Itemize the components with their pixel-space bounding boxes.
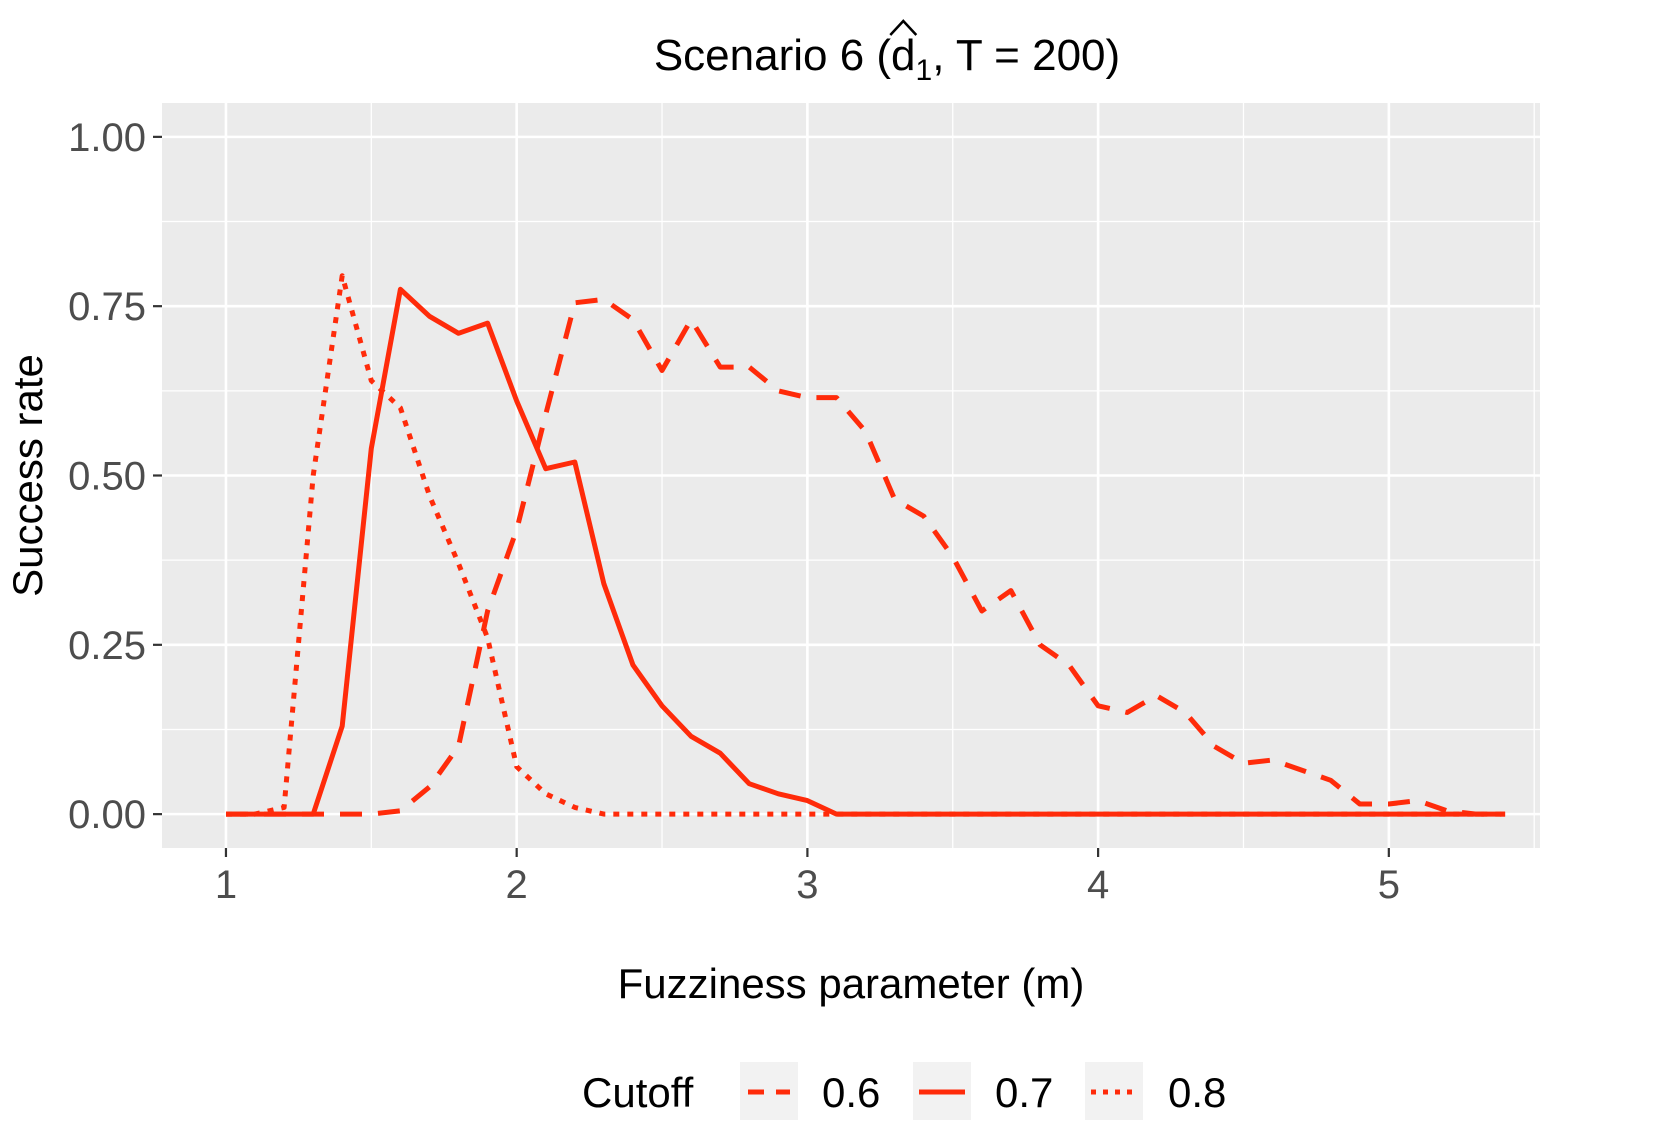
series-line-0-8	[226, 273, 1506, 817]
title-hat-mark	[889, 19, 918, 36]
title-prefix: Scenario 6 (	[654, 31, 892, 80]
series-line-0-6	[226, 296, 1506, 817]
title-subscript: 1	[916, 54, 933, 87]
x-tick-label: 1	[215, 863, 237, 907]
y-tick-label: 0.00	[68, 793, 146, 837]
y-axis-title: Success rate	[4, 354, 51, 597]
legend-label-0-7: 0.7	[995, 1069, 1053, 1116]
y-tick-label: 0.75	[68, 285, 146, 329]
chart-title: Scenario 6 (d1, T = 200)	[654, 31, 1120, 87]
y-axis: 0.00 0.25 0.50 0.75 1.00	[68, 116, 162, 837]
x-tick-label: 3	[796, 863, 818, 907]
legend: Cutoff 0.6 0.7 0.8	[582, 1062, 1226, 1120]
x-tick-label: 4	[1087, 863, 1109, 907]
legend-label-0-6: 0.6	[822, 1069, 880, 1116]
title-suffix: , T = 200)	[932, 31, 1120, 80]
x-axis: 1 2 3 4 5	[215, 848, 1400, 907]
title-symbol: d	[891, 31, 915, 80]
y-tick-label: 0.25	[68, 624, 146, 668]
legend-label-0-8: 0.8	[1168, 1069, 1226, 1116]
x-axis-title: Fuzziness parameter (m)	[618, 960, 1085, 1007]
x-tick-label: 2	[506, 863, 528, 907]
legend-title: Cutoff	[582, 1069, 694, 1116]
y-tick-label: 1.00	[68, 116, 146, 160]
series-layer	[226, 273, 1506, 817]
x-tick-label: 5	[1378, 863, 1400, 907]
y-tick-label: 0.50	[68, 455, 146, 499]
